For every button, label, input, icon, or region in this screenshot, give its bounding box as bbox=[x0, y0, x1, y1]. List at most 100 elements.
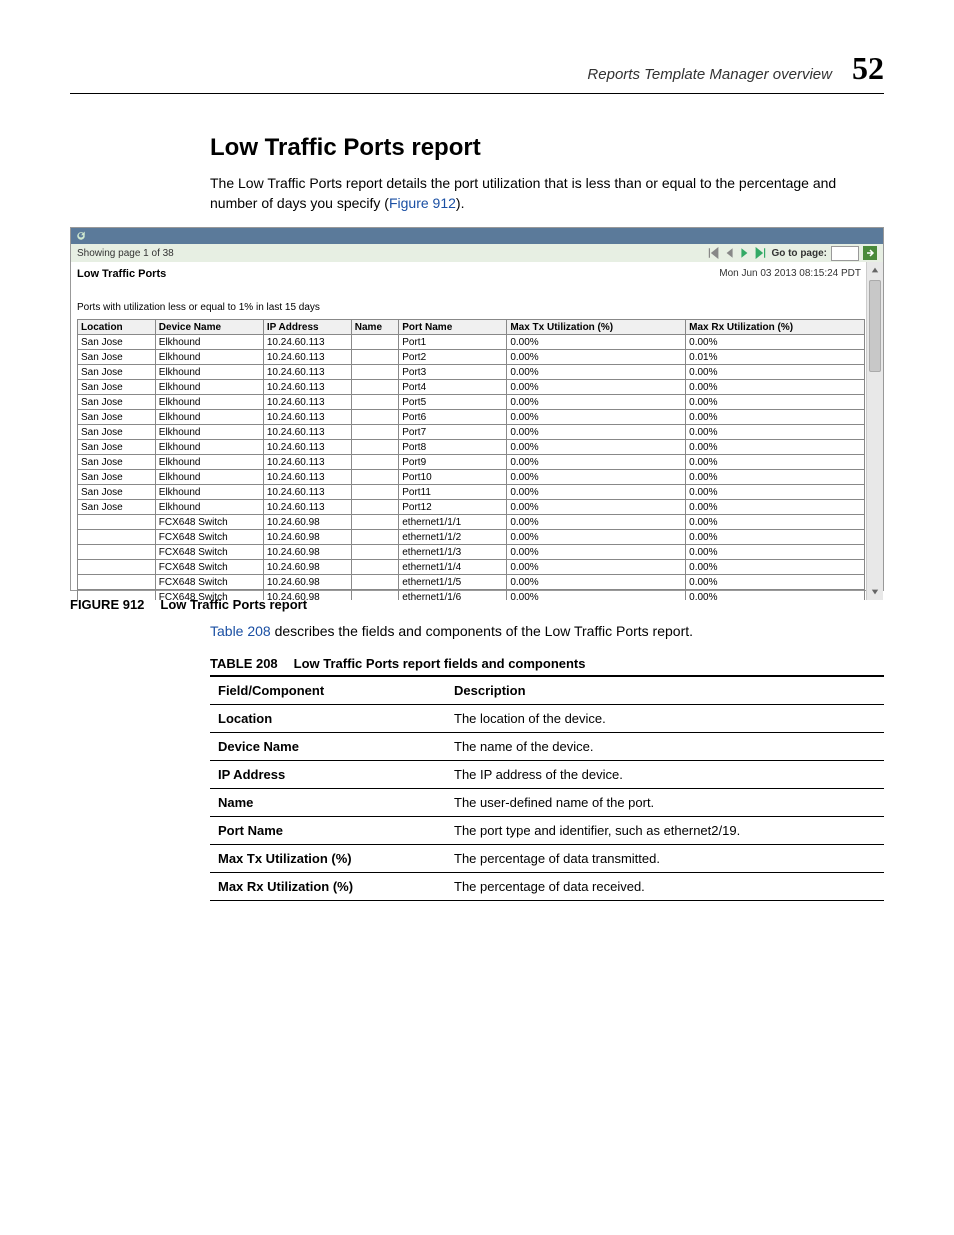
table-row: FCX648 Switch10.24.60.98ethernet1/1/20.0… bbox=[78, 530, 865, 545]
table-cell bbox=[78, 575, 156, 590]
table-cell: Elkhound bbox=[155, 350, 263, 365]
table-cell bbox=[351, 470, 398, 485]
def-row: Port NameThe port type and identifier, s… bbox=[210, 816, 884, 844]
table-cell: FCX648 Switch bbox=[155, 545, 263, 560]
table-cell: Port3 bbox=[399, 365, 507, 380]
table-cell: 10.24.60.98 bbox=[263, 515, 351, 530]
after-figure-text: Table 208 describes the fields and compo… bbox=[210, 622, 884, 642]
def-field: Port Name bbox=[210, 816, 446, 844]
table-cell: FCX648 Switch bbox=[155, 515, 263, 530]
definition-table: Field/Component Description LocationThe … bbox=[210, 675, 884, 901]
table-cell bbox=[351, 545, 398, 560]
table-cell: 0.01% bbox=[686, 350, 865, 365]
table-cell: 0.00% bbox=[686, 440, 865, 455]
table-cell: 0.00% bbox=[686, 455, 865, 470]
table-cell: Elkhound bbox=[155, 365, 263, 380]
table-cell: ethernet1/1/5 bbox=[399, 575, 507, 590]
table-cell: 10.24.60.113 bbox=[263, 350, 351, 365]
table-cell: FCX648 Switch bbox=[155, 530, 263, 545]
table-row: San JoseElkhound10.24.60.113Port60.00%0.… bbox=[78, 410, 865, 425]
table-cell: 10.24.60.113 bbox=[263, 395, 351, 410]
def-desc: The percentage of data transmitted. bbox=[446, 844, 884, 872]
table-cell bbox=[78, 560, 156, 575]
report-screenshot: Showing page 1 of 38 Go to page: Low Tra… bbox=[70, 227, 884, 591]
def-field: Max Tx Utilization (%) bbox=[210, 844, 446, 872]
table-cell bbox=[351, 500, 398, 515]
data-col-header: Max Tx Utilization (%) bbox=[507, 320, 686, 335]
vertical-scrollbar[interactable] bbox=[866, 262, 883, 600]
figure-link[interactable]: Figure 912 bbox=[389, 195, 456, 211]
page-header: Reports Template Manager overview 52 bbox=[70, 50, 884, 94]
table-cell: ethernet1/1/6 bbox=[399, 590, 507, 601]
table-cell: FCX648 Switch bbox=[155, 590, 263, 601]
table-cell: 0.00% bbox=[686, 575, 865, 590]
next-page-icon[interactable] bbox=[739, 247, 751, 259]
table-cell: 0.00% bbox=[507, 485, 686, 500]
table-link[interactable]: Table 208 bbox=[210, 623, 271, 639]
table-cell: ethernet1/1/1 bbox=[399, 515, 507, 530]
goto-page-button[interactable] bbox=[863, 246, 877, 260]
table-row: FCX648 Switch10.24.60.98ethernet1/1/10.0… bbox=[78, 515, 865, 530]
table-cell: 10.24.60.113 bbox=[263, 440, 351, 455]
table-cell: San Jose bbox=[78, 410, 156, 425]
table-cell: 0.00% bbox=[507, 470, 686, 485]
table-cell: FCX648 Switch bbox=[155, 560, 263, 575]
table-cell: Elkhound bbox=[155, 470, 263, 485]
table-cell: 0.00% bbox=[507, 380, 686, 395]
table-cell: 0.00% bbox=[507, 335, 686, 350]
table-cell bbox=[351, 575, 398, 590]
table-cell bbox=[351, 455, 398, 470]
table-cell: 0.00% bbox=[686, 365, 865, 380]
table-cell: 10.24.60.98 bbox=[263, 530, 351, 545]
page-number: 52 bbox=[852, 50, 884, 87]
table-row: FCX648 Switch10.24.60.98ethernet1/1/40.0… bbox=[78, 560, 865, 575]
scroll-down-icon[interactable] bbox=[867, 584, 883, 600]
goto-page-input[interactable] bbox=[831, 246, 859, 261]
table-cell bbox=[78, 545, 156, 560]
table-cell: Port7 bbox=[399, 425, 507, 440]
table-cell: 0.00% bbox=[507, 440, 686, 455]
def-desc: The location of the device. bbox=[446, 704, 884, 732]
after-figure-rest: describes the fields and components of t… bbox=[271, 623, 693, 639]
table-cell: 0.00% bbox=[686, 485, 865, 500]
table-cell: 0.00% bbox=[507, 530, 686, 545]
table-row: San JoseElkhound10.24.60.113Port80.00%0.… bbox=[78, 440, 865, 455]
goto-page-label: Go to page: bbox=[771, 248, 827, 259]
last-page-icon[interactable] bbox=[755, 247, 767, 259]
table-cell: Elkhound bbox=[155, 500, 263, 515]
table-cell: San Jose bbox=[78, 425, 156, 440]
def-field: Max Rx Utilization (%) bbox=[210, 872, 446, 900]
table-row: San JoseElkhound10.24.60.113Port100.00%0… bbox=[78, 470, 865, 485]
table-cell: 0.00% bbox=[507, 395, 686, 410]
table-cell: 10.24.60.113 bbox=[263, 500, 351, 515]
def-field: Device Name bbox=[210, 732, 446, 760]
table-cell: San Jose bbox=[78, 440, 156, 455]
table-cell: Port2 bbox=[399, 350, 507, 365]
table-cell: Elkhound bbox=[155, 335, 263, 350]
table-cell: 10.24.60.98 bbox=[263, 575, 351, 590]
table-row: San JoseElkhound10.24.60.113Port70.00%0.… bbox=[78, 425, 865, 440]
table-row: San JoseElkhound10.24.60.113Port40.00%0.… bbox=[78, 380, 865, 395]
def-row: NameThe user-defined name of the port. bbox=[210, 788, 884, 816]
scroll-thumb[interactable] bbox=[869, 280, 881, 372]
table-cell: 0.00% bbox=[507, 455, 686, 470]
refresh-icon[interactable] bbox=[75, 230, 87, 242]
table-cell bbox=[351, 560, 398, 575]
table-cell: 0.00% bbox=[507, 545, 686, 560]
pager-text: Showing page 1 of 38 bbox=[77, 248, 174, 259]
table-cell: Port1 bbox=[399, 335, 507, 350]
table-row: San JoseElkhound10.24.60.113Port90.00%0.… bbox=[78, 455, 865, 470]
def-row: IP AddressThe IP address of the device. bbox=[210, 760, 884, 788]
data-col-header: Max Rx Utilization (%) bbox=[686, 320, 865, 335]
def-field: Name bbox=[210, 788, 446, 816]
table-cell: 0.00% bbox=[686, 395, 865, 410]
scroll-up-icon[interactable] bbox=[867, 262, 883, 278]
data-col-header: Location bbox=[78, 320, 156, 335]
table-cell bbox=[351, 485, 398, 500]
first-page-icon[interactable] bbox=[707, 247, 719, 259]
table-cell: 10.24.60.113 bbox=[263, 470, 351, 485]
section-title: Low Traffic Ports report bbox=[210, 134, 884, 162]
table-cell: ethernet1/1/4 bbox=[399, 560, 507, 575]
table-cell: Port12 bbox=[399, 500, 507, 515]
prev-page-icon[interactable] bbox=[723, 247, 735, 259]
